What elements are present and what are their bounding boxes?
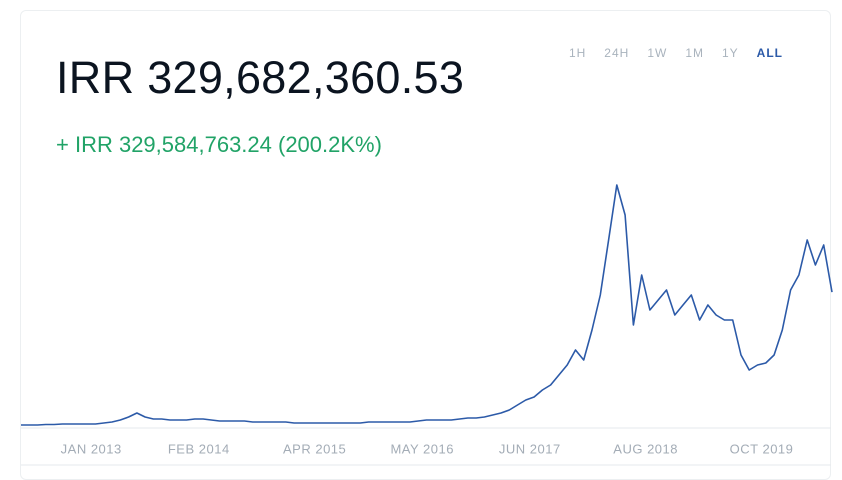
range-button[interactable]: 1Y xyxy=(721,46,739,60)
x-tick-label: MAY 2016 xyxy=(390,441,454,456)
range-button[interactable]: 24H xyxy=(604,46,630,60)
x-tick-label: JUN 2017 xyxy=(499,441,561,456)
x-tick-label: JAN 2013 xyxy=(61,441,122,456)
range-selector: 1H 24H 1W 1M 1Y ALL xyxy=(560,46,792,60)
x-tick-label: FEB 2014 xyxy=(168,441,230,456)
x-tick-label: AUG 2018 xyxy=(613,441,678,456)
price-line xyxy=(21,184,833,426)
price: IRR 329,682,360.53 xyxy=(56,52,465,103)
x-tick-label: APR 2015 xyxy=(283,441,346,456)
range-button[interactable]: 1M xyxy=(685,46,704,60)
x-tick-label: OCT 2019 xyxy=(730,441,794,456)
range-button[interactable]: 1H xyxy=(568,46,587,60)
price-change: + IRR 329,584,763.24 (200.2K%) xyxy=(56,132,382,157)
range-button[interactable]: 1W xyxy=(647,46,668,60)
range-button[interactable]: ALL xyxy=(756,46,783,60)
